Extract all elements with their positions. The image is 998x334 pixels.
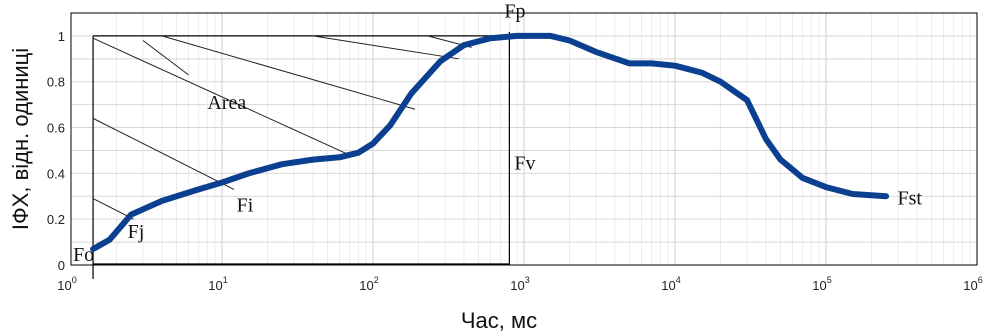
y-tick-label: 0 xyxy=(58,258,65,273)
annotation-fv: Fv xyxy=(514,153,535,175)
area-hatch-line xyxy=(161,35,416,110)
y-tick-label: 1 xyxy=(58,29,65,44)
y-tick-label: 0.2 xyxy=(47,212,65,227)
x-tick-label: 100 xyxy=(57,275,76,293)
x-tick-label: 101 xyxy=(208,275,227,293)
x-axis-label: Час, мс xyxy=(461,308,537,333)
annotation-fi: Fi xyxy=(237,195,254,217)
x-tick-label: 105 xyxy=(812,275,831,293)
y-tick-label: 0.4 xyxy=(47,166,65,181)
annotations: Fo Fj Fi Area Fv Fp Fst xyxy=(73,1,922,266)
x-tick-label: 104 xyxy=(661,275,680,293)
x-tick-label: 102 xyxy=(359,275,378,293)
annotation-fp: Fp xyxy=(504,1,525,23)
area-hatch-line xyxy=(142,40,189,76)
grid-minor xyxy=(115,13,971,265)
area-hatch-line xyxy=(312,35,459,60)
y-axis-label: ІФХ, відн. одиниці xyxy=(8,48,33,230)
y-ticks: 0 0.2 0.4 0.6 0.8 1 xyxy=(47,29,65,273)
area-hatch-line xyxy=(92,37,350,156)
x-tick-label: 103 xyxy=(510,275,529,293)
area-hatch-line xyxy=(92,117,235,190)
y-tick-label: 0.8 xyxy=(47,75,65,90)
x-ticks: 100 101 102 103 104 105 106 xyxy=(57,275,982,293)
plot-frame xyxy=(70,12,978,266)
y-tick-label: 0.6 xyxy=(47,121,65,136)
annotation-fj: Fj xyxy=(128,221,145,243)
x-tick-label: 106 xyxy=(963,275,982,293)
series-line xyxy=(90,32,890,252)
annotation-area: Area xyxy=(207,92,246,114)
annotation-fo: Fo xyxy=(73,244,94,266)
annotation-fst: Fst xyxy=(898,187,923,209)
area-hatch xyxy=(92,31,510,279)
